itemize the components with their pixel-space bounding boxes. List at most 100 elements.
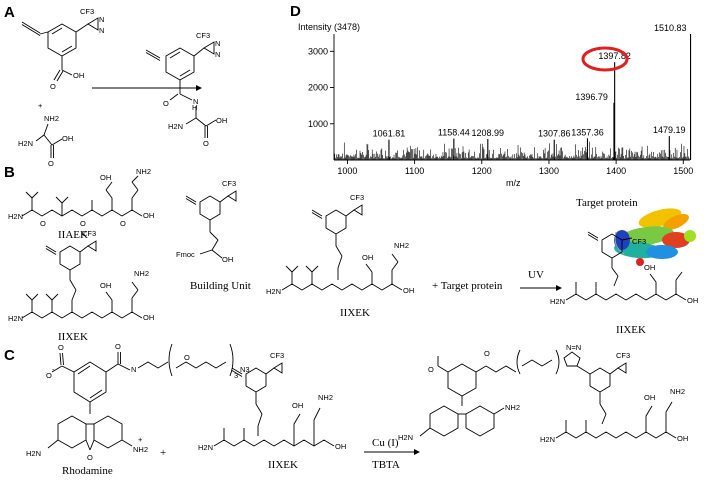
- peak-label: 1208.99: [472, 128, 505, 138]
- o-label: O: [115, 342, 121, 351]
- x-tick-label: 1100: [405, 166, 424, 176]
- peak-label: 1397.82: [598, 51, 631, 61]
- labeled-peaks: 1061.81 1158.44 1208.99 1307.86 1357.36 1396.…: [373, 23, 692, 160]
- x-axis-label: m/z: [506, 178, 521, 188]
- peak-label: 1307.86: [538, 129, 571, 139]
- o-label: O: [484, 349, 490, 358]
- y-tick-label: 1000: [308, 119, 328, 129]
- oh-label: OH: [677, 434, 688, 443]
- iiaek-label: IIAEK: [58, 229, 88, 241]
- cf3-label: CF3: [222, 179, 236, 188]
- target-protein-label: Target protein: [576, 197, 638, 209]
- oh-label: OH: [335, 442, 346, 451]
- panel-a-diazirine-benzoic-acid: CF3 N N O OH: [21, 7, 104, 91]
- oh-label: OH: [100, 173, 111, 182]
- plus-target-protein: + Target protein: [432, 280, 503, 292]
- peak-label: 1396.79: [575, 92, 608, 102]
- panel-a-product-building-unit: CF3 N N O N H H2N O OH: [145, 31, 227, 148]
- panel-label-d: D: [290, 3, 301, 20]
- o-minus-label: O: [46, 371, 52, 380]
- o-label: O: [80, 219, 86, 228]
- h2n-label: H2N: [26, 449, 41, 458]
- plus-sign-c: +: [160, 447, 166, 459]
- fmoc-building-unit: CF3 Fmoc OH: [176, 179, 237, 264]
- nh2-label: NH2: [136, 167, 151, 176]
- h2n-label: H2N: [398, 433, 413, 442]
- cf3-label: CF3: [632, 237, 646, 246]
- triazole-label: N=N: [566, 343, 581, 352]
- cf3-label: CF3: [82, 229, 96, 238]
- o-label: O: [120, 219, 126, 228]
- nh2-plus-label: NH2: [505, 403, 520, 412]
- x-ticks: 1000 1100 1200 1300 1400 1500: [337, 160, 693, 176]
- peak-label: 1479.19: [653, 125, 686, 135]
- bracket-subscript: 3: [234, 371, 238, 380]
- h2n-label: H2N: [8, 314, 23, 323]
- n3-label: N3: [240, 365, 250, 374]
- rhodamine-iixek-product: O O N=N CF3 H2N NH2 OH NH2 OH H2N: [398, 343, 688, 444]
- o-label: O: [50, 82, 56, 91]
- nh2-label: NH2: [134, 269, 149, 278]
- o-label: O: [40, 219, 46, 228]
- o-label: O: [58, 343, 64, 352]
- cf3-label: CF3: [350, 193, 364, 202]
- oh-label: OH: [100, 281, 111, 290]
- n-label: N: [215, 50, 220, 59]
- fmoc-label: Fmoc: [176, 250, 195, 259]
- n-label: N: [99, 26, 104, 35]
- iixek-label-right: IIXEK: [616, 324, 646, 336]
- x-tick-label: 1400: [606, 166, 626, 176]
- oh-label: OH: [143, 211, 154, 220]
- tbta-label: TBTA: [372, 459, 400, 471]
- peak-label: 1510.83: [654, 23, 687, 33]
- x-tick-label: 1000: [337, 166, 357, 176]
- panel-label-a: A: [4, 4, 15, 21]
- cu-label: Cu (I): [372, 437, 399, 449]
- oh-label: OH: [62, 134, 73, 143]
- panel-label-c: C: [4, 347, 15, 364]
- iixek-label-c: IIXEK: [268, 459, 298, 471]
- chart-title: Intensity (3478): [298, 22, 360, 32]
- x-tick-label: 1500: [673, 166, 693, 176]
- iiaek-structure: OH NH2 OH H2N O O O: [8, 167, 154, 228]
- uv-arrow-head: [556, 285, 562, 291]
- o-label: O: [203, 139, 209, 148]
- h2n-label: H2N: [18, 139, 33, 148]
- iixek-structure-right: CF3 OH OH H2N: [550, 231, 698, 306]
- oh-label: OH: [73, 71, 84, 80]
- cf3-label: CF3: [270, 351, 284, 360]
- panel-label-b: B: [4, 164, 15, 181]
- plus-charge: +: [138, 435, 143, 444]
- highlight-circle: [581, 46, 629, 72]
- nh2-label: NH2: [394, 241, 409, 250]
- rhodamine-label: Rhodamine: [62, 465, 113, 477]
- oh-label: OH: [292, 401, 303, 410]
- uv-label: UV: [528, 269, 544, 281]
- nh2-label: NH2: [44, 114, 59, 123]
- nh2-label: NH2: [670, 387, 685, 396]
- nh-label: N: [193, 97, 198, 106]
- iixek-structure-middle: CF3 OH NH2 OH H2N: [266, 193, 414, 296]
- nh-label: N: [131, 365, 136, 374]
- o-label: O: [184, 353, 190, 362]
- iixek-structure-left: CF3 OH NH2 OH H2N: [8, 229, 154, 323]
- protein-ribbon-image: [614, 208, 696, 266]
- oh-label: OH: [362, 253, 373, 262]
- h-label: H: [192, 103, 197, 112]
- h2n-label: H2N: [540, 435, 555, 444]
- nh2-label: NH2: [318, 393, 333, 402]
- o-minus-label: O: [428, 365, 434, 374]
- plus-sign: +: [38, 101, 43, 110]
- n-label: N: [215, 39, 220, 48]
- arrow-head: [196, 85, 202, 91]
- cf3-label: CF3: [80, 7, 94, 16]
- iixek-label-left: IIXEK: [58, 331, 88, 343]
- o-label: O: [163, 99, 169, 108]
- y-tick-label: 3000: [308, 46, 328, 56]
- oh-label: OH: [222, 255, 233, 264]
- oh-label: OH: [644, 263, 655, 272]
- o-label: O: [48, 159, 54, 168]
- h2n-label: H2N: [266, 287, 281, 296]
- oh-label: OH: [216, 116, 227, 125]
- minus-sign: -: [52, 365, 55, 374]
